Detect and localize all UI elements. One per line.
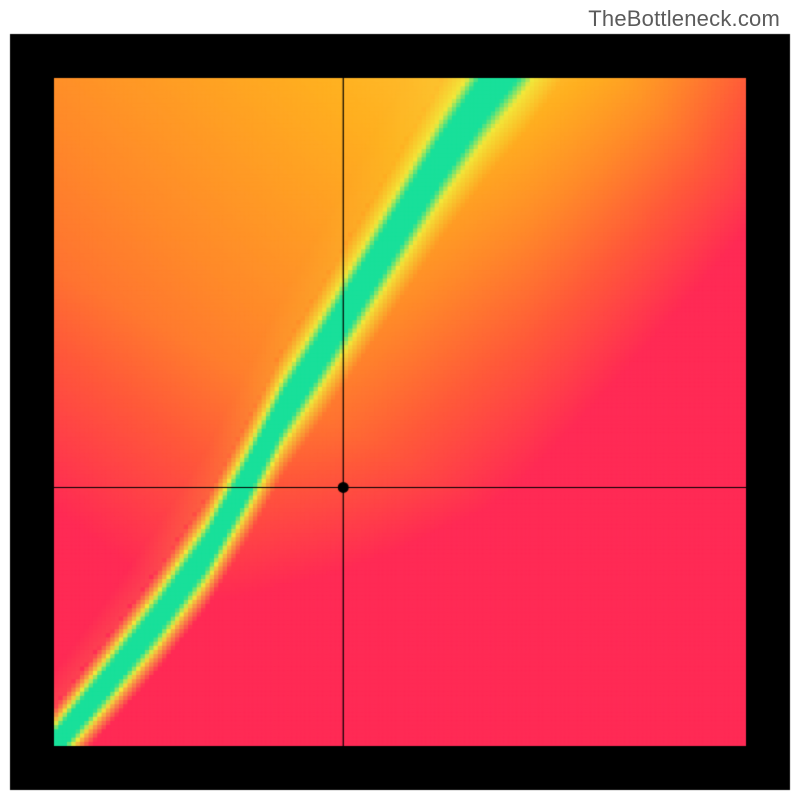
bottleneck-heatmap	[0, 0, 800, 800]
watermark-text: TheBottleneck.com	[588, 6, 780, 32]
